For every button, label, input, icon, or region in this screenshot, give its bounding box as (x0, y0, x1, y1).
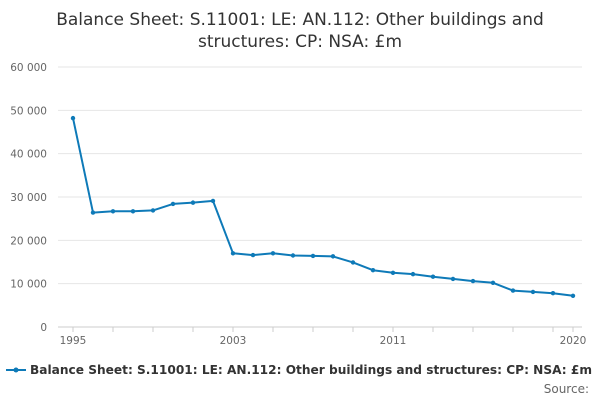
data-point[interactable] (470, 278, 476, 284)
data-point[interactable] (490, 280, 496, 285)
y-axis: 0 10 000 20 000 30 000 40 000 50 000 60 000 (10, 62, 47, 334)
data-point[interactable] (430, 274, 436, 279)
series-layer (70, 115, 576, 298)
legend-label: Balance Sheet: S.11001: LE: AN.112: Othe… (30, 363, 592, 377)
data-point[interactable] (330, 254, 336, 259)
x-axis: 1995 2003 2011 2020 (58, 326, 587, 347)
legend[interactable]: Balance Sheet: S.11001: LE: AN.112: Othe… (6, 363, 592, 377)
data-point[interactable] (390, 270, 396, 276)
chart-title-line-2: structures: CP: NSA: £m (198, 32, 402, 52)
y-tick-label: 10 000 (10, 279, 47, 291)
y-tick-label: 20 000 (10, 235, 47, 247)
y-tick-label: 60 000 (10, 62, 47, 74)
legend-marker-swatch (13, 367, 19, 373)
data-point[interactable] (410, 271, 416, 277)
x-tick-label: 1995 (60, 335, 87, 347)
chart-title-line-1: Balance Sheet: S.11001: LE: AN.112: Othe… (56, 10, 544, 30)
data-point[interactable] (350, 260, 356, 265)
data-point[interactable] (530, 289, 536, 295)
data-point[interactable] (310, 253, 316, 259)
y-tick-label: 40 000 (10, 149, 47, 161)
data-point[interactable] (250, 252, 256, 258)
data-point[interactable] (510, 288, 516, 293)
source-label: Source: (544, 382, 589, 396)
data-point[interactable] (70, 115, 76, 121)
x-tick-label: 2020 (560, 335, 587, 347)
x-tick-label: 2011 (380, 335, 407, 347)
data-point[interactable] (270, 251, 276, 256)
data-point[interactable] (550, 291, 556, 296)
y-gridlines (58, 66, 582, 285)
y-tick-label: 0 (40, 322, 47, 334)
data-point[interactable] (450, 276, 456, 282)
data-point[interactable] (110, 209, 116, 214)
data-point[interactable] (370, 268, 376, 273)
x-tick-label: 2003 (220, 335, 247, 347)
data-point[interactable] (90, 210, 96, 215)
data-point[interactable] (290, 253, 296, 258)
data-point[interactable] (170, 201, 176, 207)
series-line (72, 117, 574, 297)
data-point[interactable] (210, 198, 216, 204)
data-point[interactable] (570, 293, 576, 298)
y-tick-label: 50 000 (10, 105, 47, 117)
data-point[interactable] (190, 200, 196, 205)
data-point[interactable] (230, 251, 236, 256)
data-point[interactable] (150, 208, 156, 213)
y-tick-label: 30 000 (10, 192, 47, 204)
data-point[interactable] (130, 209, 136, 214)
